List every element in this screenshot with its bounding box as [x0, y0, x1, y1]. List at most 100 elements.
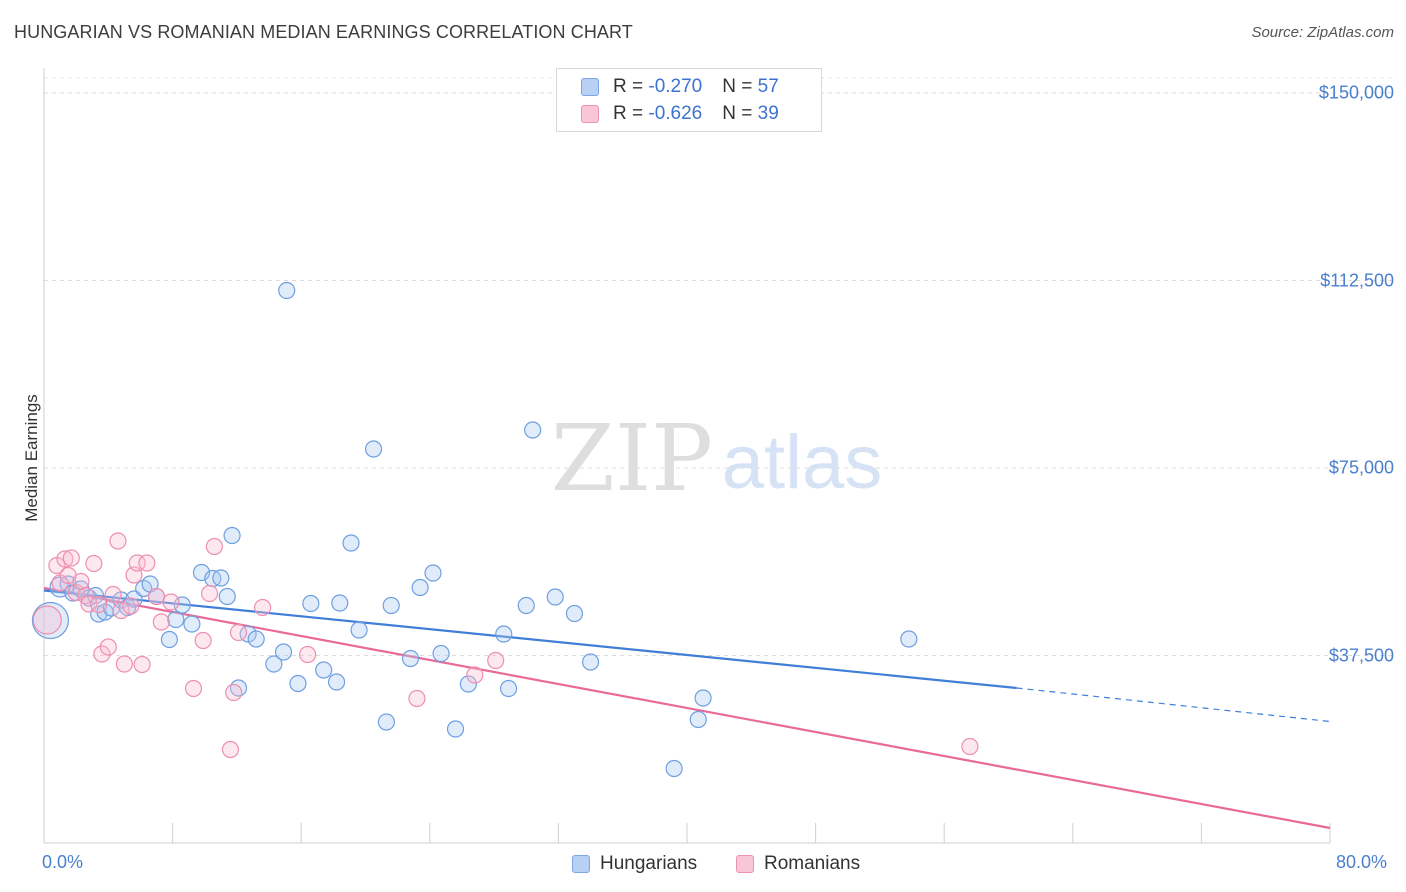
- source-label: Source: ZipAtlas.com: [1251, 24, 1394, 41]
- hungarian-point: [183, 615, 201, 633]
- romanian-point: [99, 638, 117, 656]
- hungarian-point: [900, 630, 918, 648]
- romanian-point: [80, 595, 98, 613]
- hungarian-point: [689, 710, 707, 729]
- romanian-point: [32, 605, 62, 635]
- hungarian-point: [160, 630, 178, 649]
- hungarian-point: [499, 679, 518, 698]
- romanian-point: [90, 595, 108, 614]
- legend-n-value: 39: [757, 103, 779, 124]
- hungarian-point: [459, 675, 477, 693]
- romanian-point: [93, 645, 111, 663]
- hungarian-point: [377, 713, 395, 731]
- romanian-point: [62, 549, 80, 567]
- romanian-point: [221, 740, 240, 759]
- axes: [43, 68, 1331, 844]
- data-points: [31, 281, 979, 778]
- legend-item-hungarians: Hungarians: [572, 853, 697, 875]
- romanian-point: [147, 587, 166, 606]
- hungarian-point: [173, 596, 191, 614]
- romanian-point: [200, 584, 219, 603]
- x-tick-label-min: 0.0%: [42, 852, 84, 872]
- romanian-point: [109, 532, 127, 550]
- chart-title: HUNGARIAN VS ROMANIAN MEDIAN EARNINGS CO…: [14, 22, 633, 42]
- hungarian-point: [411, 578, 429, 597]
- romanian-point: [225, 683, 243, 702]
- hungarian-point: [446, 720, 465, 738]
- romanian-point: [138, 554, 156, 572]
- romanian-point: [162, 593, 180, 611]
- y-tick-label: $75,000: [1328, 457, 1394, 478]
- hungarian-point: [665, 759, 683, 778]
- legend-n-label: N =: [722, 76, 758, 97]
- legend-label-romanians: Romanians: [764, 853, 861, 874]
- hungarian-point: [247, 630, 265, 648]
- romanian-point: [122, 597, 140, 615]
- x-tick-label-max: 80.0%: [1336, 852, 1388, 872]
- romanian-point: [299, 645, 317, 664]
- legend-r-label: R =: [613, 103, 649, 124]
- watermark-atlas: atlas: [722, 420, 883, 505]
- legend-n-value: 57: [757, 76, 779, 97]
- legend-row-hungarians: R = -0.270 N = 57: [581, 76, 779, 98]
- hungarian-point: [495, 625, 513, 643]
- watermark-zip: ZIP: [551, 405, 713, 512]
- hungarian-point: [31, 601, 70, 640]
- romanian-point: [254, 598, 272, 617]
- legend-label-hungarians: Hungarians: [600, 853, 698, 874]
- romanian-point: [152, 613, 170, 631]
- hungarian-point: [278, 281, 296, 300]
- romanian-point: [487, 651, 505, 670]
- hungarians-swatch: [581, 78, 599, 96]
- hungarian-point: [327, 673, 346, 691]
- hungarian-point: [401, 649, 420, 668]
- gridlines: [44, 77, 1395, 656]
- legend-item-romanians: Romanians: [736, 853, 860, 875]
- hungarian-point: [342, 534, 360, 552]
- romanian-point: [128, 554, 146, 572]
- romanian-point: [112, 601, 130, 620]
- romanian-point: [85, 554, 103, 573]
- romanian-point: [961, 737, 979, 756]
- hungarian-point: [212, 569, 230, 587]
- romanian-point: [229, 623, 248, 642]
- hungarian-point: [581, 653, 600, 671]
- romanian-point: [466, 666, 484, 684]
- hungarian-point: [315, 661, 333, 679]
- y-tick-label: $37,500: [1328, 645, 1394, 665]
- hungarian-point: [289, 674, 307, 693]
- hungarian-point: [350, 621, 368, 639]
- hungarian-point: [424, 564, 442, 582]
- hungarian-point: [86, 586, 105, 605]
- hungarian-point: [223, 526, 241, 545]
- hungarian-point: [364, 440, 383, 458]
- y-tick-label: $150,000: [1318, 82, 1394, 103]
- hungarian-point: [517, 596, 535, 615]
- hungarians-legend-swatch: [572, 855, 590, 873]
- legend-r-value: -0.270: [648, 76, 703, 97]
- romanian-point: [67, 583, 85, 602]
- romanian-point: [115, 655, 133, 673]
- legend-r-label: R =: [613, 76, 649, 97]
- hungarian-point: [167, 610, 185, 629]
- romanian-point: [408, 689, 426, 708]
- romanian-point: [104, 585, 122, 604]
- legend-r-value: -0.626: [648, 103, 703, 124]
- romanian-point: [133, 655, 151, 674]
- hungarians-trend-extension: [1016, 687, 1331, 723]
- hungarian-point: [331, 594, 349, 612]
- romanian-point: [56, 550, 74, 568]
- hungarian-point: [302, 594, 320, 613]
- hungarian-point: [565, 604, 584, 623]
- hungarian-point: [274, 643, 293, 661]
- trend-lines: [43, 586, 1331, 830]
- hungarian-point: [382, 596, 400, 615]
- legend-n-label: N =: [722, 103, 758, 124]
- hungarian-point: [265, 655, 283, 673]
- y-tick-label: $112,500: [1320, 270, 1394, 290]
- hungarian-point: [524, 421, 542, 439]
- hungarian-point: [432, 644, 450, 663]
- hungarian-point: [694, 689, 712, 707]
- romanians-swatch: [581, 105, 599, 123]
